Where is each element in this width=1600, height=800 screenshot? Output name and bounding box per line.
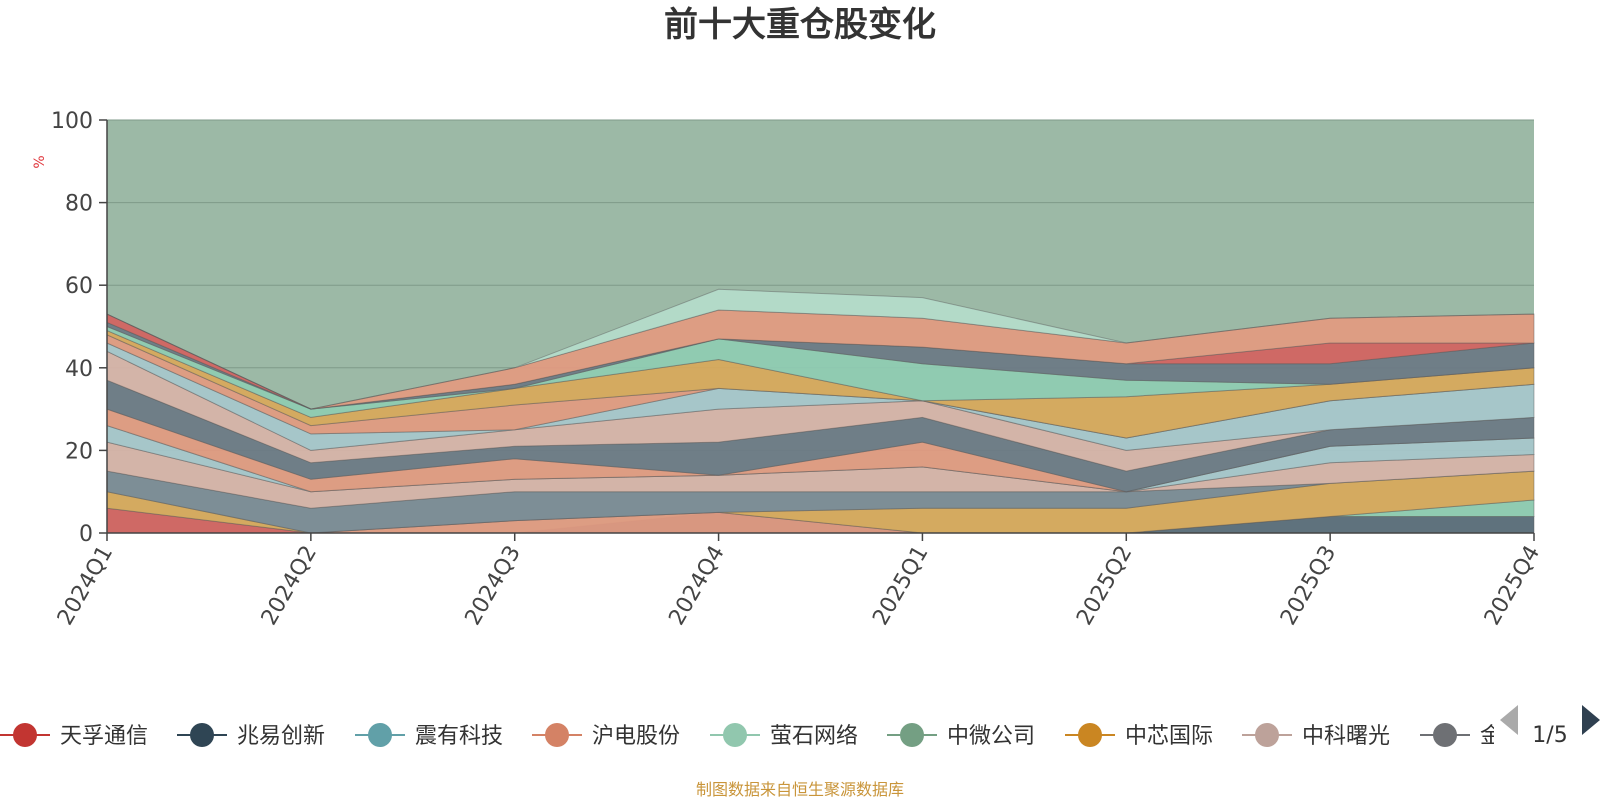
legend-marker-icon (545, 723, 569, 747)
legend-label: 中科曙光 (1302, 724, 1390, 749)
chart-title: 前十大重仓股变化 (664, 5, 936, 45)
legend-label: 萤石网络 (770, 724, 858, 749)
area-band (106, 470, 1535, 534)
legend: 天孚通信 兆易创新 震有科技 沪电股份 萤石网络 中微公司 中芯国际 中科曙光 金 (0, 723, 1502, 749)
legend-item[interactable]: 兆易创新 (177, 723, 325, 749)
legend-item[interactable]: 萤石网络 (710, 723, 858, 749)
legend-marker-icon (723, 723, 747, 747)
legend-marker-icon (368, 723, 392, 747)
legend-label: 中微公司 (947, 724, 1035, 749)
legend-page-indicator: 1/5 (1532, 723, 1567, 748)
y-tick-label: 20 (65, 439, 93, 464)
legend-item[interactable]: 沪电股份 (532, 723, 680, 749)
legend-label: 震有科技 (415, 724, 503, 749)
legend-item[interactable]: 中微公司 (887, 723, 1035, 749)
y-tick-label: 40 (65, 357, 93, 382)
plot-area (106, 119, 1535, 534)
y-tick-label: 60 (65, 274, 93, 299)
legend-prev-icon[interactable] (1500, 705, 1518, 735)
legend-marker-icon (1255, 723, 1279, 747)
area-band (106, 288, 1535, 410)
legend-marker-icon (13, 723, 37, 747)
y-tick-label: 0 (79, 522, 93, 547)
x-tick-label: 2024Q3 (461, 542, 526, 630)
legend-item[interactable]: 天孚通信 (0, 723, 148, 749)
area-band (106, 313, 1535, 410)
legend-item[interactable]: 震有科技 (355, 723, 503, 749)
area-band (106, 325, 1535, 418)
x-tick-label: 2024Q2 (257, 542, 322, 630)
area-band (106, 321, 1535, 410)
y-tick-label: 80 (65, 192, 93, 217)
area-band (106, 350, 1535, 472)
area-band (106, 379, 1535, 493)
y-tick-label: 100 (51, 109, 93, 134)
x-tick-label: 2025Q3 (1276, 542, 1341, 630)
legend-marker-icon (1433, 723, 1457, 747)
legend-marker-icon (190, 723, 214, 747)
legend-item[interactable]: 中芯国际 (1065, 723, 1213, 749)
area-band (106, 329, 1535, 439)
x-tick-label: 2025Q1 (868, 542, 933, 630)
legend-marker-icon (900, 723, 924, 747)
x-tick-label: 2024Q1 (53, 542, 118, 630)
legend-item[interactable]: 中科曙光 (1242, 723, 1390, 749)
legend-marker-icon (1078, 723, 1102, 747)
area-band (106, 441, 1535, 509)
legend-label: 金 (1480, 724, 1502, 749)
legend-label: 沪电股份 (592, 724, 680, 749)
legend-label: 兆易创新 (237, 724, 325, 749)
legend-label: 中芯国际 (1125, 724, 1213, 749)
x-tick-label: 2024Q4 (664, 542, 729, 630)
legend-next-icon[interactable] (1582, 705, 1600, 735)
area-band (106, 309, 1535, 410)
x-tick-label: 2025Q4 (1480, 542, 1545, 630)
x-tick-label: 2025Q2 (1072, 542, 1137, 630)
area-band (106, 334, 1535, 439)
legend-label: 天孚通信 (60, 724, 148, 749)
area-band (106, 342, 1535, 451)
y-unit-label: % (32, 155, 48, 168)
legend-pager: 1/5 (1500, 705, 1600, 748)
data-source-note: 制图数据来自恒生聚源数据库 (696, 780, 904, 799)
legend-item[interactable]: 金 (1420, 723, 1502, 749)
